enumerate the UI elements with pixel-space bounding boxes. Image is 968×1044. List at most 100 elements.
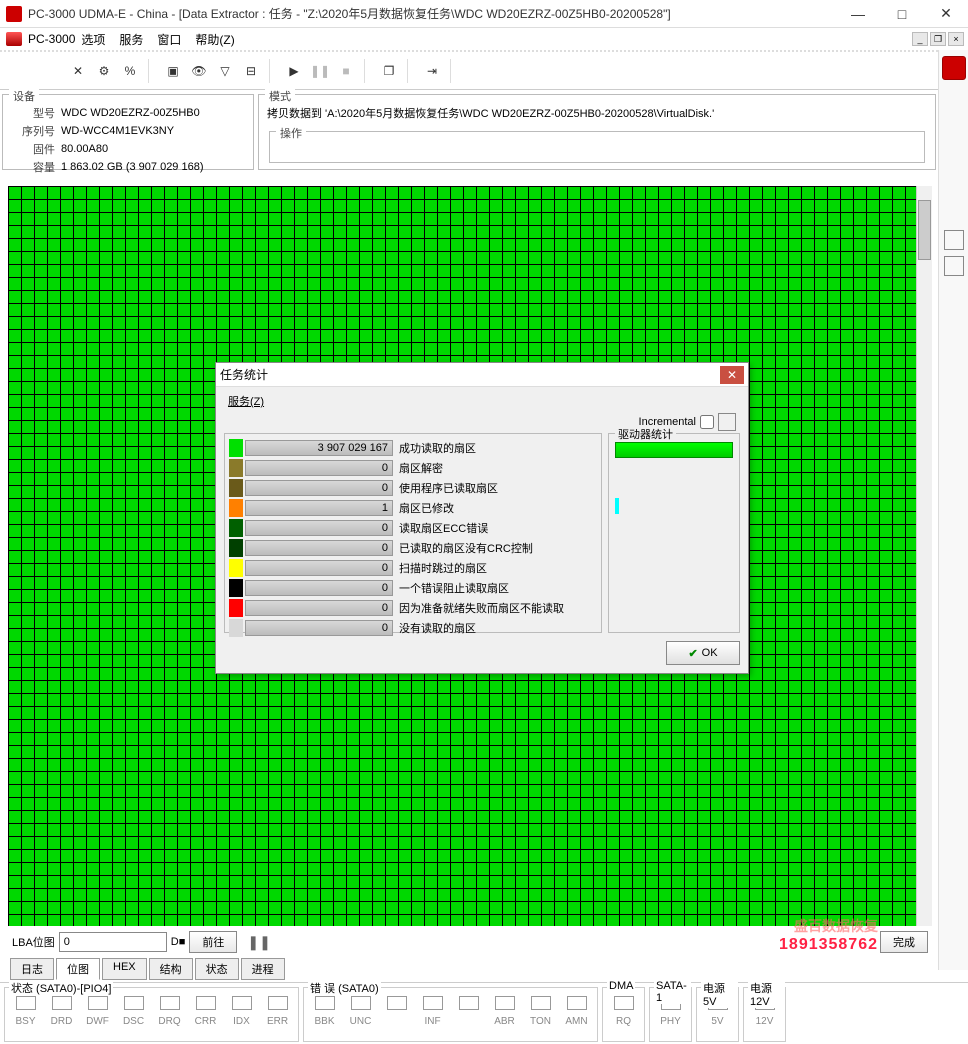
dialog-close-button[interactable]: ✕ — [720, 366, 744, 384]
goto-button[interactable]: 前往 — [189, 931, 237, 953]
status-label: DRQ — [158, 1016, 180, 1027]
tab-日志[interactable]: 日志 — [10, 958, 54, 980]
stat-value: 0 — [245, 480, 393, 496]
status-group-pwr5: 电源 5V 5V — [696, 987, 739, 1042]
close-button[interactable]: ✕ — [924, 0, 968, 28]
tab-进程[interactable]: 进程 — [241, 958, 285, 980]
tab-状态[interactable]: 状态 — [195, 958, 239, 980]
dialog-title: 任务统计 — [220, 366, 720, 383]
stat-value: 0 — [245, 560, 393, 576]
stat-row: 3 907 029 167 成功读取的扇区 — [229, 438, 597, 458]
stat-value: 0 — [245, 620, 393, 636]
status-label: IDX — [233, 1016, 250, 1027]
device-model-label: 型号 — [13, 105, 59, 121]
sidebar-tool3-icon[interactable] — [944, 256, 964, 276]
device-model: WDC WD20EZRZ-00Z5HB0 — [61, 105, 204, 121]
sidebar-drive-icon[interactable] — [942, 56, 966, 80]
device-panel-title: 设备 — [9, 88, 39, 104]
tab-HEX[interactable]: HEX — [102, 958, 147, 980]
drive-progress-bar — [615, 442, 733, 458]
status-label: 12V — [756, 1016, 774, 1027]
finish-button[interactable]: 完成 — [880, 931, 928, 953]
stat-row: 0 使用程序已读取扇区 — [229, 478, 597, 498]
end-label: D■ — [171, 936, 186, 948]
status-group-pwr12: 电源 12V 12V — [743, 987, 786, 1042]
pause-button[interactable]: ❚❚ — [308, 59, 332, 83]
tool-copy-icon[interactable]: ❐ — [377, 59, 401, 83]
device-cap: 1 863.02 GB (3 907 029 168) — [61, 159, 204, 175]
stat-label: 没有读取的扇区 — [393, 620, 476, 636]
status-item: DWF — [81, 996, 114, 1027]
status-item: ABR — [488, 996, 521, 1027]
tab-结构[interactable]: 结构 — [149, 958, 193, 980]
tab-位图[interactable]: 位图 — [56, 958, 100, 980]
stat-value: 0 — [245, 520, 393, 536]
stat-row: 0 已读取的扇区没有CRC控制 — [229, 538, 597, 558]
pause-icon[interactable]: ❚❚ — [241, 934, 276, 951]
stat-row: 0 没有读取的扇区 — [229, 618, 597, 638]
status-item: DSC — [117, 996, 150, 1027]
drive-tick-icon — [615, 498, 619, 514]
stat-value: 1 — [245, 500, 393, 516]
status-group-dma: DMA RQ — [602, 987, 645, 1042]
scrollbar-thumb[interactable] — [918, 200, 931, 260]
status-label: ERR — [267, 1016, 288, 1027]
tool-percent-icon[interactable]: % — [118, 59, 142, 83]
status-label: AMN — [565, 1016, 587, 1027]
menu-window[interactable]: 窗口 — [157, 31, 181, 48]
status-item: DRD — [45, 996, 78, 1027]
incremental-edit-icon[interactable] — [718, 413, 736, 431]
stat-color-swatch — [229, 599, 243, 617]
tool-hammer-icon[interactable]: ✕ — [66, 59, 90, 83]
stat-label: 扇区已修改 — [393, 500, 454, 516]
ok-button[interactable]: ✔OK — [666, 641, 740, 665]
device-serial-label: 序列号 — [13, 123, 59, 139]
mdi-minimize-button[interactable]: _ — [912, 32, 928, 46]
status-group-sata: SATA-1 PHY — [649, 987, 692, 1042]
status-box — [567, 996, 587, 1010]
tool-settings-icon[interactable]: ⚙ — [92, 59, 116, 83]
sidebar-tool2-icon[interactable] — [944, 230, 964, 250]
status-label: ABR — [494, 1016, 515, 1027]
maximize-button[interactable]: □ — [880, 0, 924, 28]
window-titlebar: PC-3000 UDMA-E - China - [Data Extractor… — [0, 0, 968, 28]
map-scrollbar[interactable] — [916, 186, 932, 926]
dialog-service-menu[interactable]: 服务(Z) — [224, 391, 740, 411]
op-panel-title: 操作 — [276, 125, 306, 141]
device-cap-label: 容量 — [13, 159, 59, 175]
stat-row: 1 扇区已修改 — [229, 498, 597, 518]
stat-color-swatch — [229, 519, 243, 537]
status-label: CRR — [195, 1016, 217, 1027]
stat-label: 扫描时跳过的扇区 — [393, 560, 487, 576]
stop-button[interactable]: ■ — [334, 59, 358, 83]
stat-color-swatch — [229, 459, 243, 477]
menu-help[interactable]: 帮助(Z) — [195, 31, 234, 48]
stat-row: 0 扫描时跳过的扇区 — [229, 558, 597, 578]
app-icon — [6, 6, 22, 22]
task-stats-dialog: 任务统计 ✕ 服务(Z) Incremental 3 907 029 167 成… — [215, 362, 749, 674]
watermark-text: 盛百数据恢复 — [794, 916, 878, 936]
tool-exit-icon[interactable]: ⇥ — [420, 59, 444, 83]
stat-color-swatch — [229, 619, 243, 637]
bottom-tabs: 日志位图HEX结构状态进程 — [10, 958, 285, 980]
status-label: BBK — [314, 1016, 334, 1027]
status-box — [124, 996, 144, 1010]
status-item — [452, 996, 485, 1027]
tool-folder-icon[interactable]: ▣ — [161, 59, 185, 83]
tool-search-icon[interactable]: 👁 — [187, 59, 211, 83]
minimize-button[interactable]: — — [836, 0, 880, 28]
tool-drive-icon[interactable]: ⊟ — [239, 59, 263, 83]
status-item: BBK — [308, 996, 341, 1027]
menu-options[interactable]: 选项 — [81, 31, 105, 48]
lba-input[interactable] — [59, 932, 167, 952]
mdi-close-button[interactable]: × — [948, 32, 964, 46]
incremental-checkbox[interactable] — [700, 415, 714, 429]
play-button[interactable]: ▶ — [282, 59, 306, 83]
mdi-restore-button[interactable]: ❐ — [930, 32, 946, 46]
stat-value: 3 907 029 167 — [245, 440, 393, 456]
stat-value: 0 — [245, 460, 393, 476]
menu-service[interactable]: 服务 — [119, 31, 143, 48]
tool-filter-icon[interactable]: ▽ — [213, 59, 237, 83]
status-label: TON — [530, 1016, 551, 1027]
status-box — [196, 996, 216, 1010]
